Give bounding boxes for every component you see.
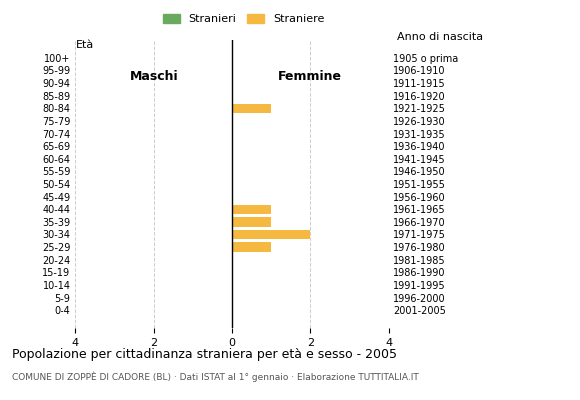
Text: Maschi: Maschi	[129, 70, 178, 83]
Text: Popolazione per cittadinanza straniera per età e sesso - 2005: Popolazione per cittadinanza straniera p…	[12, 348, 397, 361]
Text: Anno di nascita: Anno di nascita	[397, 32, 483, 42]
Bar	[232, 242, 271, 252]
Bar	[232, 204, 271, 214]
Bar	[232, 104, 271, 113]
Text: COMUNE DI ZOPPÈ DI CADORE (BL) · Dati ISTAT al 1° gennaio · Elaborazione TUTTITA: COMUNE DI ZOPPÈ DI CADORE (BL) · Dati IS…	[12, 372, 418, 382]
Legend: Stranieri, Straniere: Stranieri, Straniere	[158, 10, 329, 29]
Bar	[232, 217, 271, 226]
Bar	[232, 230, 310, 239]
Text: Età: Età	[75, 40, 93, 50]
Text: Femmine: Femmine	[278, 70, 342, 83]
